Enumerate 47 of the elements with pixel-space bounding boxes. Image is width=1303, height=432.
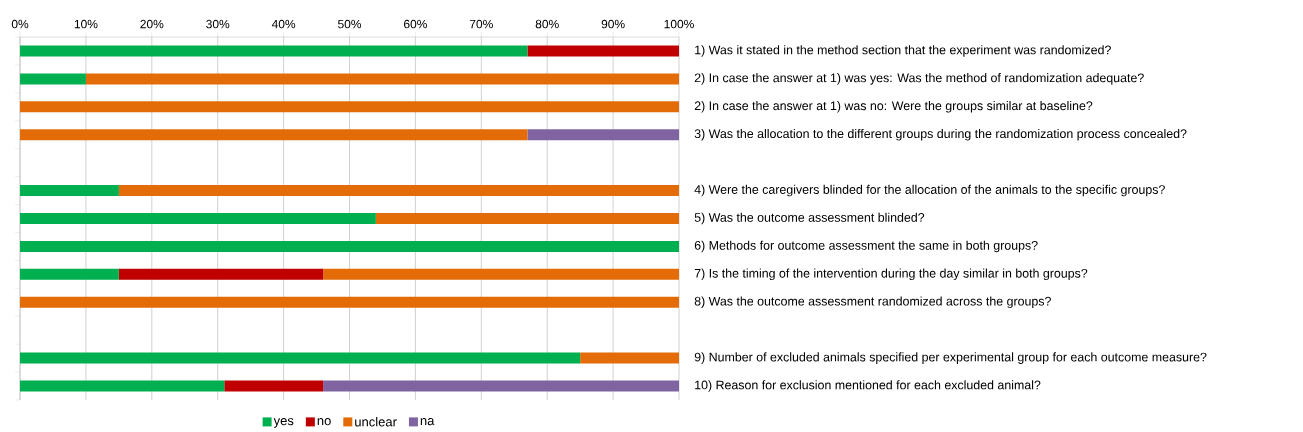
legend-label: unclear xyxy=(355,416,397,427)
bar xyxy=(20,45,528,57)
x-tick-label: 40% xyxy=(271,19,296,29)
y-tick-label: 1) Was it stated in the method section that the experiment was randomized? xyxy=(695,45,1111,57)
y-tick-label: 7) Is the timing of the intervention during the day similar in both groups? xyxy=(694,268,1088,281)
bar xyxy=(224,380,324,392)
bar xyxy=(323,268,680,280)
y-tick-label: 10) Reason for exclusion mentioned for each excluded animal? xyxy=(695,380,1041,392)
x-tick-label: 60% xyxy=(404,19,427,29)
y-tick-label: 4) Were the caregivers blinded for the allocation of the animals to the specific groups? xyxy=(694,184,1165,197)
y-tick-label: 2) In case the answer at 1) was no: Were the groups similar at baseline? xyxy=(694,101,1093,113)
x-tick-label: 10% xyxy=(74,19,98,29)
bar xyxy=(527,45,680,57)
bar xyxy=(20,129,528,141)
x-tick-label: 100% xyxy=(664,19,694,29)
y-tick-label: 8) Was the outcome assessment randomized across the groups? xyxy=(694,296,1051,309)
bar xyxy=(20,213,376,225)
legend-label: no xyxy=(317,418,331,426)
x-tick-label: 80% xyxy=(535,19,559,29)
bar xyxy=(20,101,680,113)
bar xyxy=(20,352,581,364)
y-tick-label: 9) Number of excluded animals specified per experimental group for each outcome measure? xyxy=(694,352,1207,364)
y-tick-label: 6) Methods for outcome assessment the same in both groups? xyxy=(694,240,1038,253)
bar xyxy=(580,352,680,364)
bar xyxy=(375,213,680,225)
bar xyxy=(20,185,119,197)
y-tick-label: 5) Was the outcome assessment blinded? xyxy=(694,212,925,225)
legend-label: yes xyxy=(273,418,294,428)
y-tick-label: 2) In case the answer at 1) was yes: Was the method of randomization adequate? xyxy=(694,73,1144,85)
bar xyxy=(118,185,680,197)
bar xyxy=(118,268,324,280)
x-tick-label: 0% xyxy=(11,19,29,29)
bar xyxy=(20,380,225,392)
x-tick-label: 90% xyxy=(601,19,625,29)
bar xyxy=(20,240,680,252)
bar xyxy=(323,380,680,392)
y-tick-label: 3) Was the allocation to the different groups during the randomization process concealed? xyxy=(694,129,1187,141)
bar xyxy=(20,268,119,280)
x-tick-label: 30% xyxy=(206,19,230,29)
bar xyxy=(85,73,680,85)
x-tick-label: 70% xyxy=(469,19,493,29)
bar xyxy=(20,73,86,85)
x-tick-label: 50% xyxy=(337,19,362,29)
legend-label: na xyxy=(420,418,435,426)
bar xyxy=(20,296,680,308)
bar xyxy=(527,129,680,141)
x-tick-label: 20% xyxy=(140,19,164,29)
